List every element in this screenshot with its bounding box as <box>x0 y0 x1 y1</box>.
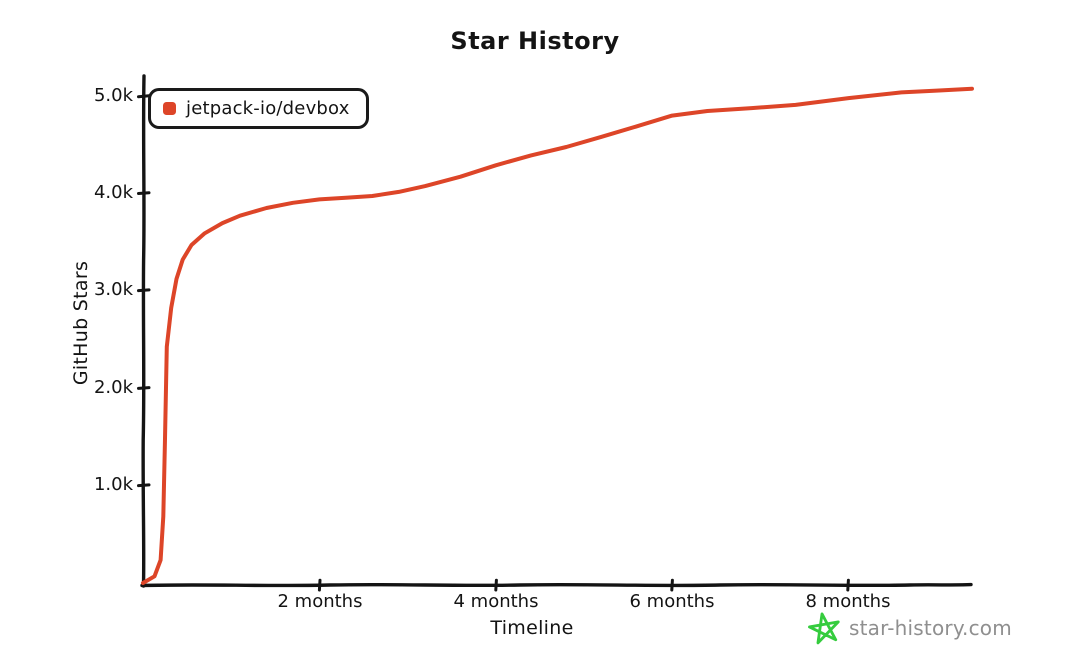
axis-ticks <box>137 94 850 592</box>
chart-title: Star History <box>450 27 620 55</box>
x-tick-label: 8 months <box>805 591 891 612</box>
y-tick-mark <box>137 191 151 195</box>
x-tick-mark <box>846 578 850 592</box>
x-tick-label: 4 months <box>453 591 539 612</box>
x-tick-label: 6 months <box>629 591 715 612</box>
y-tick-mark <box>137 386 151 390</box>
legend: jetpack-io/devbox <box>148 88 369 129</box>
y-axis <box>141 74 146 588</box>
y-tick-label: 4.0k <box>93 182 133 203</box>
y-tick-mark <box>137 94 151 99</box>
y-tick-label: 3.0k <box>93 279 133 300</box>
x-axis <box>140 582 973 588</box>
x-tick-mark <box>317 578 322 592</box>
x-tick-mark <box>494 578 498 592</box>
x-axis-title: Timeline <box>490 617 574 639</box>
y-tick-label: 2.0k <box>93 377 133 398</box>
y-tick-mark <box>137 483 151 488</box>
y-tick-label: 1.0k <box>93 474 133 495</box>
series-line-jetpack-io-devbox <box>141 86 974 585</box>
watermark-text: star-history.com <box>849 616 1012 640</box>
legend-series-label: jetpack-io/devbox <box>186 98 350 119</box>
x-tick-label: 2 months <box>277 591 363 612</box>
series-marker-icon <box>163 102 176 115</box>
y-tick-mark <box>137 288 151 293</box>
x-tick-mark <box>670 578 674 592</box>
star-history-logo-icon <box>808 612 840 645</box>
y-tick-label: 5.0k <box>93 85 133 106</box>
watermark: star-history.com <box>808 608 1012 648</box>
